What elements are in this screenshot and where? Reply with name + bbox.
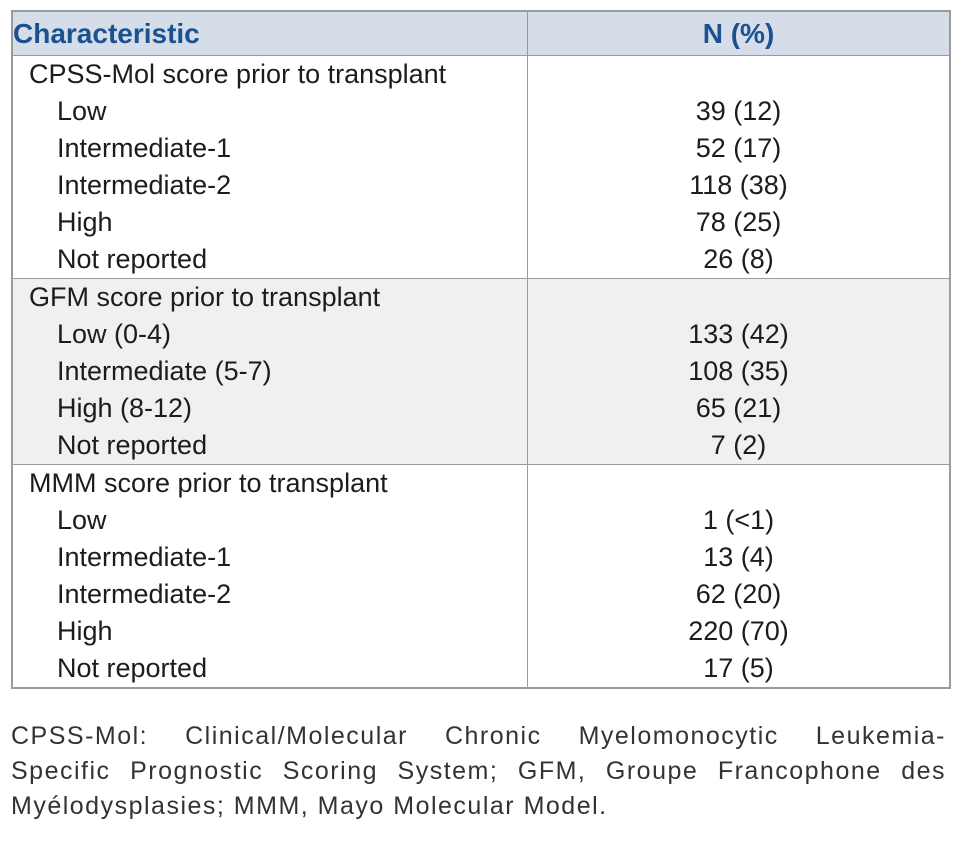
row-value: 7 (2) xyxy=(710,430,767,460)
row-value: 26 (8) xyxy=(703,244,774,274)
section-title: CPSS-Mol score prior to transplant xyxy=(29,59,447,89)
section-values-cell: 39 (12) 52 (17) 118 (38) 78 (25) 26 (8) xyxy=(527,55,951,279)
table-section-cpss-mol: CPSS-Mol score prior to transplant Low I… xyxy=(11,55,951,279)
row-value: 52 (17) xyxy=(695,133,782,163)
row-value: 1 (<1) xyxy=(702,505,775,535)
row-label: Not reported xyxy=(57,653,208,683)
section-values-cell: 133 (42) 108 (35) 65 (21) 7 (2) xyxy=(527,278,951,465)
footnote-line: CPSS-Mol: Clinical/Molecular Chronic Mye… xyxy=(11,722,946,750)
footnote-line: Specific Prognostic Scoring System; GFM,… xyxy=(11,757,946,785)
value-spacer xyxy=(528,279,949,316)
row-value: 220 (70) xyxy=(688,616,789,646)
row-label: High xyxy=(57,207,113,237)
table-section-mmm: MMM score prior to transplant Low Interm… xyxy=(11,464,951,689)
table-footnote: CPSS-Mol: Clinical/Molecular Chronic Mye… xyxy=(11,719,946,824)
row-label: Intermediate-2 xyxy=(57,579,232,609)
section-title: MMM score prior to transplant xyxy=(29,468,388,498)
table-header-row: Characteristic N (%) xyxy=(11,10,951,56)
row-label: Low xyxy=(57,96,107,126)
footnote-line: Myélodysplasies; MMM, Mayo Molecular Mod… xyxy=(11,792,608,820)
section-labels-cell: GFM score prior to transplant Low (0-4) … xyxy=(11,278,528,465)
row-value: 39 (12) xyxy=(695,96,782,126)
row-label: High xyxy=(57,616,113,646)
row-value: 65 (21) xyxy=(695,393,782,423)
value-spacer xyxy=(528,465,949,502)
row-label: Intermediate (5-7) xyxy=(57,356,272,386)
row-value: 62 (20) xyxy=(695,579,782,609)
value-spacer xyxy=(528,56,949,93)
column-header-n-pct: N (%) xyxy=(527,10,951,56)
row-label: Intermediate-2 xyxy=(57,170,232,200)
row-label: Intermediate-1 xyxy=(57,133,232,163)
row-value: 78 (25) xyxy=(695,207,782,237)
row-label: Not reported xyxy=(57,430,208,460)
row-value: 13 (4) xyxy=(703,542,774,572)
characteristics-table: Characteristic N (%) CPSS-Mol score prio… xyxy=(11,10,951,689)
section-labels-cell: MMM score prior to transplant Low Interm… xyxy=(11,464,528,689)
row-label: Low xyxy=(57,505,107,535)
column-header-characteristic: Characteristic xyxy=(11,10,528,56)
row-value: 118 (38) xyxy=(689,170,788,200)
section-title: GFM score prior to transplant xyxy=(29,282,381,312)
table-section-gfm: GFM score prior to transplant Low (0-4) … xyxy=(11,278,951,465)
row-value: 17 (5) xyxy=(703,653,774,683)
row-label: Intermediate-1 xyxy=(57,542,232,572)
row-value: 108 (35) xyxy=(688,356,789,386)
row-label: Low (0-4) xyxy=(57,319,172,349)
section-labels-cell: CPSS-Mol score prior to transplant Low I… xyxy=(11,55,528,279)
row-label: High (8-12) xyxy=(57,393,193,423)
row-value: 133 (42) xyxy=(688,319,789,349)
row-label: Not reported xyxy=(57,244,208,274)
section-values-cell: 1 (<1) 13 (4) 62 (20) 220 (70) 17 (5) xyxy=(527,464,951,689)
